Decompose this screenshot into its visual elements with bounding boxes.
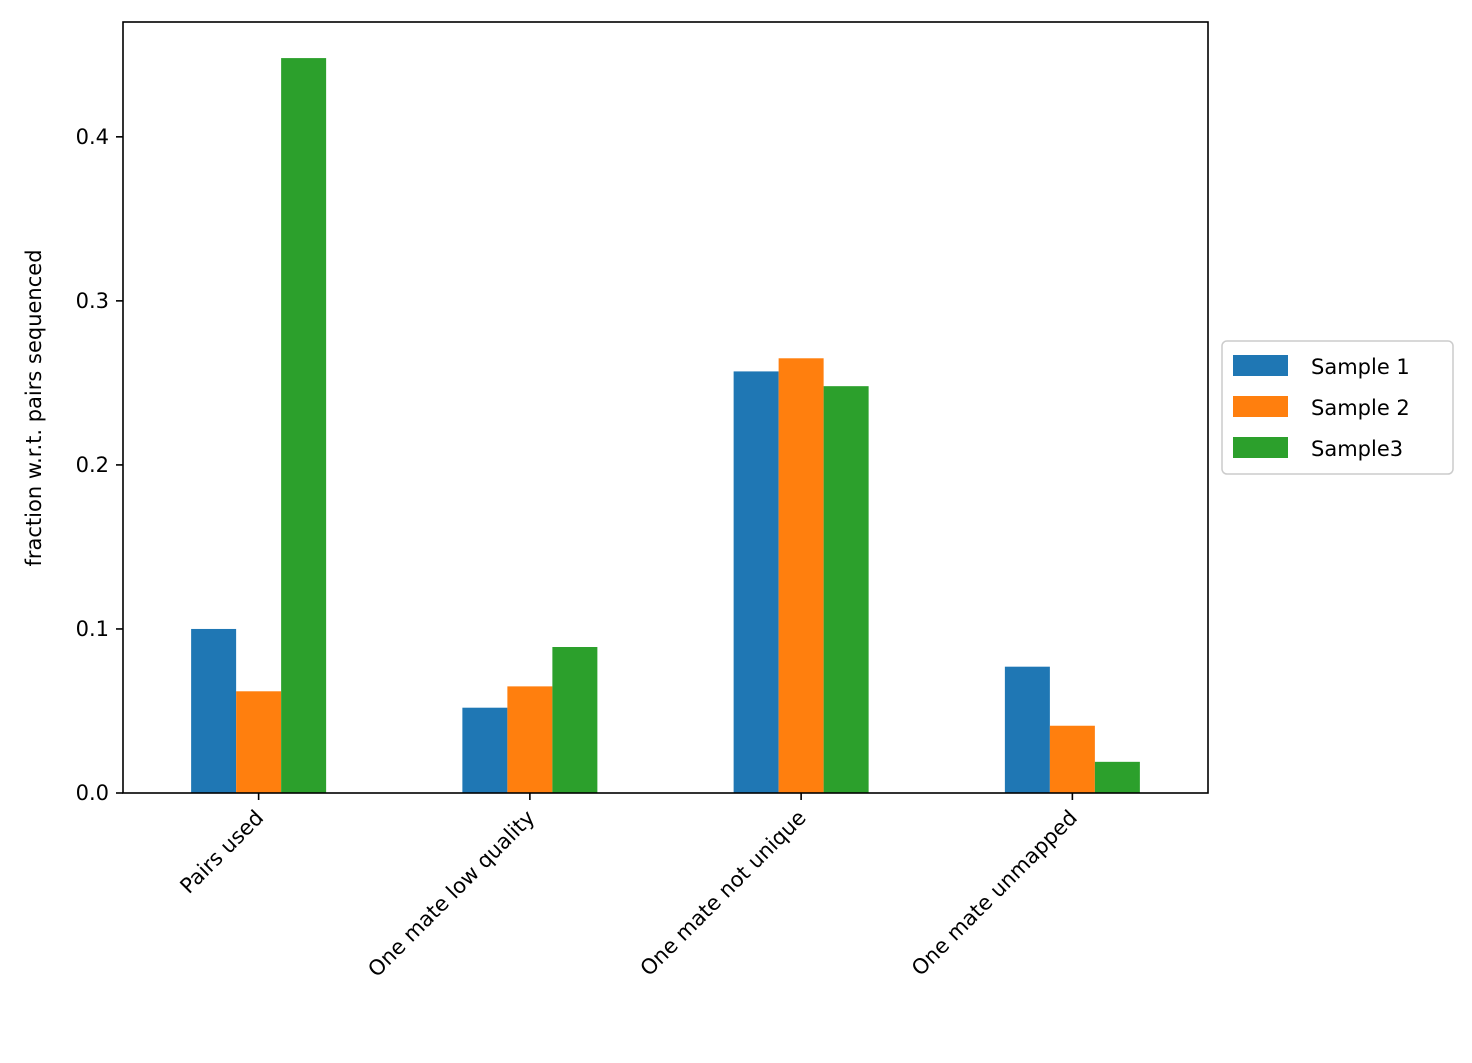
x-tick-label: One mate low quality	[363, 806, 539, 982]
bar-2-1	[236, 691, 282, 793]
legend-swatch	[1233, 437, 1288, 458]
plot-frame	[122, 21, 1209, 794]
legend-label: Sample 1	[1311, 355, 1410, 379]
bar-1-4	[1004, 666, 1050, 793]
legend-swatch	[1233, 355, 1288, 376]
legend-swatch	[1233, 396, 1288, 417]
bar-2-4	[1049, 725, 1095, 793]
legend-label: Sample3	[1311, 437, 1403, 461]
x-tick-label: Pairs used	[175, 806, 268, 899]
legend-label: Sample 2	[1311, 396, 1410, 420]
bar-2-3	[778, 358, 824, 793]
legend: Sample 1 Sample 2 Sample3	[1221, 340, 1454, 475]
x-tick-label: One mate not unique	[636, 806, 811, 981]
bar-1-3	[733, 371, 779, 793]
y-tick-label: 0.4	[76, 125, 109, 149]
bar-1-1	[191, 628, 237, 793]
bar-3-3	[823, 386, 869, 793]
y-tick-label: 0.2	[76, 453, 109, 477]
bar-3-4	[1094, 761, 1140, 793]
bar-3-2	[552, 647, 598, 793]
bar-1-2	[462, 707, 508, 793]
bar-2-2	[507, 686, 553, 793]
axes-layer: 0.0 0.1 0.2 0.3 0.4 Pairs used One mate low qu…	[76, 21, 1209, 982]
bar-3-1	[281, 58, 327, 794]
y-tick-label: 0.0	[76, 781, 109, 805]
y-tick-label: 0.1	[76, 617, 109, 641]
bars-layer	[191, 58, 1140, 794]
x-tick-label: One mate unmapped	[907, 806, 1082, 981]
y-tick-label: 0.3	[76, 289, 109, 313]
y-axis-label: fraction w.r.t. pairs sequenced	[22, 249, 46, 566]
